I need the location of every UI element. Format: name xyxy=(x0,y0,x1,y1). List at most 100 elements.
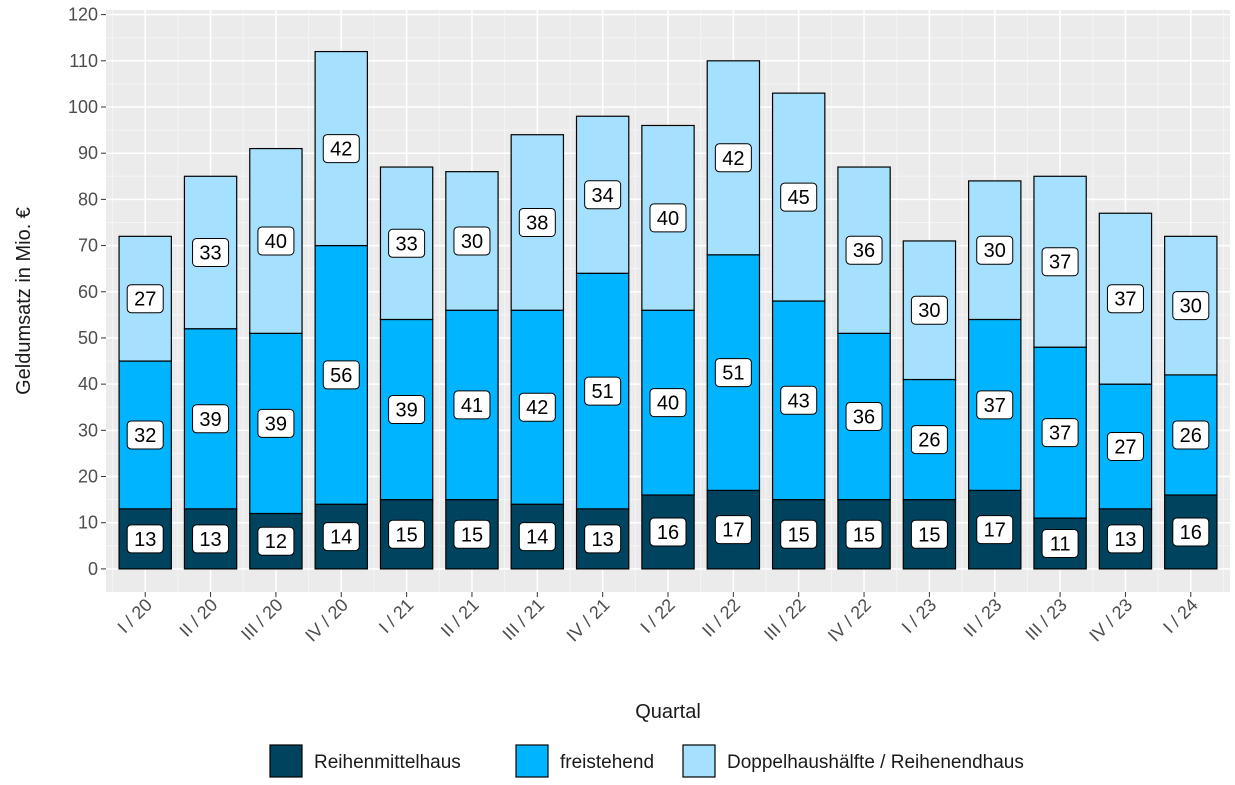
data-label-box xyxy=(780,385,818,415)
x-tick-label: II / 21 xyxy=(437,595,483,641)
data-label: 42 xyxy=(330,139,352,161)
data-label: 41 xyxy=(461,395,483,417)
data-label: 37 xyxy=(1114,289,1136,311)
data-label: 37 xyxy=(1049,252,1071,274)
data-label: 26 xyxy=(918,430,940,452)
data-label-box xyxy=(910,425,948,455)
data-label: 32 xyxy=(134,425,156,447)
data-label: 15 xyxy=(395,524,417,546)
data-label-box xyxy=(845,519,883,549)
data-label-box xyxy=(453,390,491,420)
x-tick-label: I / 23 xyxy=(898,595,940,637)
data-label-box xyxy=(192,524,230,554)
data-label: 13 xyxy=(1114,529,1136,551)
data-label: 39 xyxy=(199,409,221,431)
legend-label: Reihenmittelhaus xyxy=(314,752,461,773)
x-tick-label: III / 23 xyxy=(1021,595,1071,645)
data-label-box xyxy=(910,295,948,325)
data-label: 16 xyxy=(1180,522,1202,544)
data-label-box xyxy=(257,408,295,438)
legend-label: Doppelhaushälfte / Reihenendhaus xyxy=(727,752,1024,773)
data-label: 12 xyxy=(265,531,287,553)
data-label-box xyxy=(976,235,1014,265)
data-label: 40 xyxy=(657,208,679,230)
data-label: 39 xyxy=(265,413,287,435)
data-label-box xyxy=(388,395,426,425)
data-label: 33 xyxy=(395,233,417,255)
data-label-box xyxy=(1172,291,1210,321)
data-label-box xyxy=(714,358,752,388)
data-label-box xyxy=(910,519,948,549)
data-label-box xyxy=(453,226,491,256)
y-tick-label: 80 xyxy=(78,189,98,209)
legend-key xyxy=(269,744,303,778)
y-tick-label: 30 xyxy=(78,420,98,440)
data-label-box xyxy=(649,388,687,418)
x-tick-label: III / 20 xyxy=(237,595,287,645)
y-axis: 0 10 20 30 40 50 60 70 80 90 100 110 120 xyxy=(68,5,106,579)
data-label-box xyxy=(714,143,752,173)
data-label: 11 xyxy=(1050,534,1071,556)
data-label-box xyxy=(192,404,230,434)
data-label-box xyxy=(388,228,426,258)
data-label: 45 xyxy=(788,187,810,209)
data-label: 17 xyxy=(984,520,1006,542)
x-axis-title: Quartal xyxy=(635,701,701,723)
data-label-box xyxy=(1172,420,1210,450)
x-tick-label: I / 22 xyxy=(636,595,678,637)
x-tick-label: II / 23 xyxy=(960,595,1006,641)
data-label: 16 xyxy=(657,522,679,544)
x-tick-label: IV / 23 xyxy=(1085,595,1136,646)
y-tick-label: 40 xyxy=(78,374,98,394)
data-label: 36 xyxy=(853,406,875,428)
data-label: 56 xyxy=(330,365,352,387)
data-label: 30 xyxy=(984,240,1006,262)
data-label-box xyxy=(126,420,164,450)
data-label-box xyxy=(388,519,426,549)
data-label: 42 xyxy=(722,148,744,170)
data-label-box xyxy=(322,134,360,164)
data-label-box xyxy=(1172,517,1210,547)
data-label: 33 xyxy=(199,243,221,265)
data-label-box xyxy=(976,390,1014,420)
data-label: 15 xyxy=(853,524,875,546)
data-label: 15 xyxy=(461,524,483,546)
y-tick-label: 100 xyxy=(68,97,98,117)
data-label-box xyxy=(845,401,883,431)
data-label-box xyxy=(584,180,622,210)
x-tick-label: II / 22 xyxy=(698,595,744,641)
x-tick-label: I / 21 xyxy=(375,595,417,637)
data-label: 37 xyxy=(984,395,1006,417)
data-label-box xyxy=(780,519,818,549)
data-label: 34 xyxy=(592,185,614,207)
bars xyxy=(118,50,1218,570)
data-label: 26 xyxy=(1180,425,1202,447)
data-label-box xyxy=(649,203,687,233)
data-label: 39 xyxy=(395,400,417,422)
data-label-box xyxy=(1106,524,1144,554)
legend-label: freistehend xyxy=(560,752,654,773)
y-tick-label: 110 xyxy=(69,51,98,71)
data-label-box xyxy=(584,524,622,554)
data-label: 13 xyxy=(592,529,614,551)
data-label: 27 xyxy=(1114,437,1136,459)
data-label: 30 xyxy=(1180,296,1202,318)
x-tick-label: IV / 22 xyxy=(824,595,875,646)
data-label: 30 xyxy=(918,300,940,322)
data-label-box xyxy=(453,519,491,549)
legend-key xyxy=(682,744,716,778)
data-label: 15 xyxy=(918,524,940,546)
data-label-box xyxy=(1041,529,1079,558)
x-tick-label: II / 20 xyxy=(175,595,221,641)
y-tick-label: 10 xyxy=(78,513,98,533)
data-label: 37 xyxy=(1049,423,1071,445)
x-tick-label: I / 24 xyxy=(1159,595,1201,637)
data-label-box xyxy=(257,526,295,556)
x-tick-label: I / 20 xyxy=(114,595,156,637)
data-label-box xyxy=(257,226,295,256)
data-label: 40 xyxy=(657,393,679,415)
data-label: 13 xyxy=(134,529,156,551)
data-label: 51 xyxy=(592,381,614,403)
data-label-box xyxy=(518,207,556,237)
